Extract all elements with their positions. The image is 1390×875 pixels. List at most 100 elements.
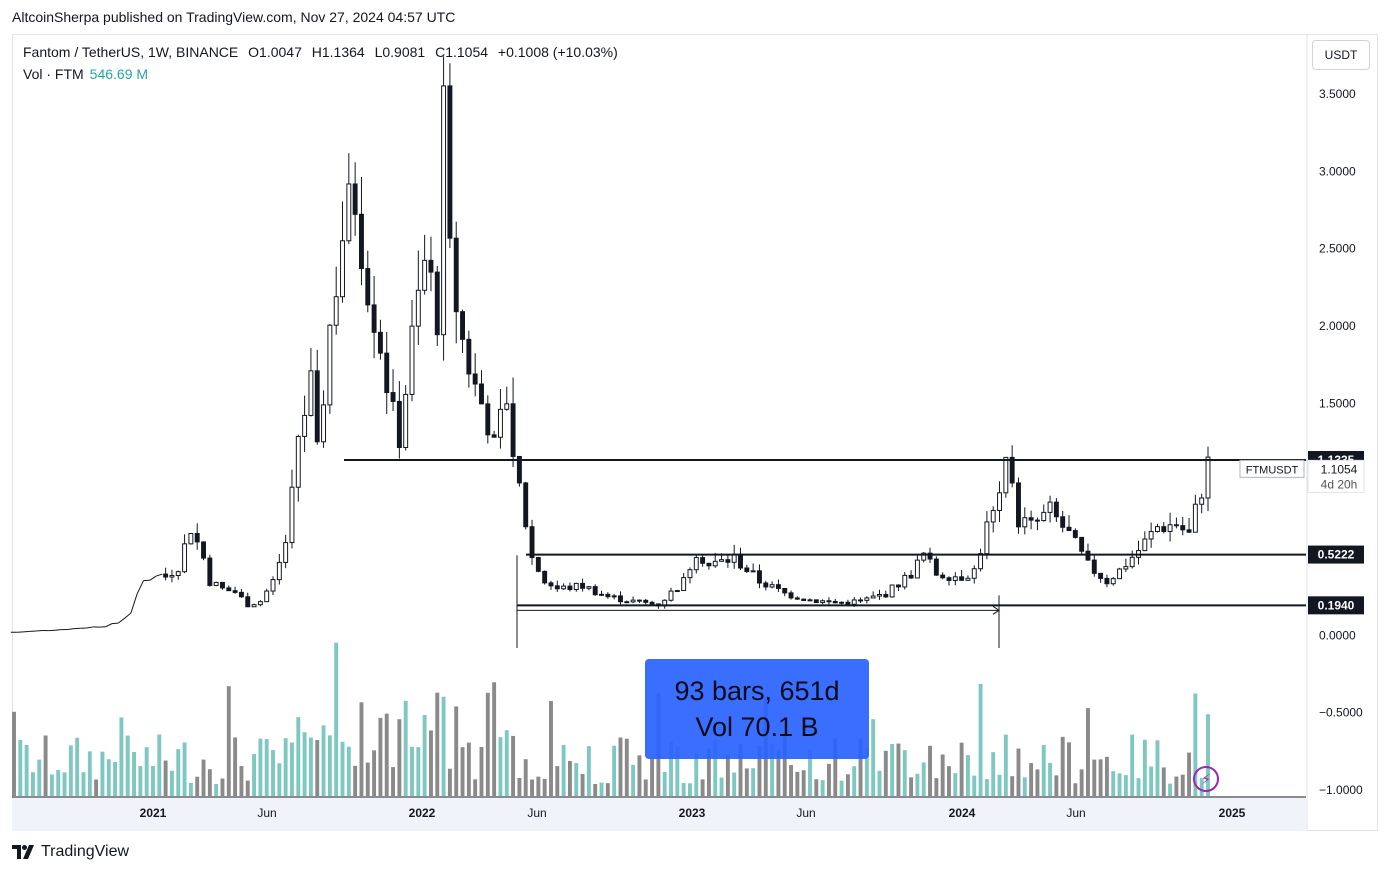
candle-down bbox=[895, 584, 901, 588]
candle-up bbox=[921, 552, 927, 561]
volume-bar bbox=[75, 737, 80, 796]
currency-button[interactable]: USDT bbox=[1312, 40, 1370, 70]
volume-bar bbox=[631, 764, 636, 796]
volume-bar bbox=[928, 745, 932, 796]
volume-bar bbox=[321, 725, 326, 796]
y-tick-label: 2.0000 bbox=[1319, 319, 1356, 333]
candle-up bbox=[1041, 511, 1047, 522]
candle-up bbox=[1142, 538, 1148, 552]
candle-up bbox=[270, 579, 276, 592]
x-tick-label: 2024 bbox=[949, 806, 976, 820]
candle-down bbox=[794, 597, 800, 600]
volume-bar bbox=[921, 762, 926, 796]
candle-up bbox=[175, 571, 181, 576]
candle-up bbox=[1047, 501, 1053, 513]
candle-up bbox=[674, 590, 680, 593]
volume-bar bbox=[169, 770, 174, 796]
volume-bar bbox=[68, 745, 73, 796]
volume-bar bbox=[953, 773, 958, 796]
candle-down bbox=[485, 403, 491, 436]
candle-up bbox=[681, 577, 687, 592]
volume-bar bbox=[94, 779, 99, 796]
volume-bar bbox=[732, 772, 737, 796]
volume-bar bbox=[144, 747, 149, 796]
volume-bar bbox=[18, 740, 23, 796]
volume-bar bbox=[1073, 783, 1078, 796]
volume-bar bbox=[410, 746, 414, 796]
candle-up bbox=[1117, 568, 1123, 580]
candle-up bbox=[997, 492, 1002, 511]
x-tick-label: Jun bbox=[1066, 806, 1085, 820]
volume-bar bbox=[561, 744, 566, 796]
volume-bar bbox=[586, 746, 591, 796]
candle-up bbox=[302, 414, 308, 437]
volume-bar bbox=[43, 735, 48, 796]
volume-bar bbox=[441, 696, 446, 796]
candle-down bbox=[314, 370, 320, 443]
candle-down bbox=[453, 237, 459, 313]
volume-bar bbox=[1092, 759, 1097, 796]
volume-bar bbox=[1111, 771, 1116, 796]
volume-bar bbox=[523, 759, 528, 796]
candle-down bbox=[933, 558, 939, 576]
price-line-segment bbox=[111, 622, 119, 625]
volume-bar bbox=[883, 750, 888, 796]
candle-down bbox=[535, 557, 541, 572]
volume-bar bbox=[978, 683, 983, 796]
volume-bar bbox=[972, 775, 977, 796]
volume-bar bbox=[744, 768, 749, 796]
candle-up bbox=[630, 599, 636, 603]
candle-up bbox=[693, 557, 699, 571]
candle-down bbox=[959, 576, 965, 581]
volume-bar bbox=[378, 717, 383, 796]
volume-bar bbox=[384, 713, 389, 796]
volume-bar bbox=[1104, 756, 1109, 796]
lightning-icon[interactable]: ⚡ bbox=[1193, 766, 1219, 792]
candle-up bbox=[902, 574, 908, 588]
volume-bar bbox=[643, 779, 648, 796]
volume-bar bbox=[681, 783, 686, 796]
volume-bar bbox=[81, 772, 86, 796]
candle-up bbox=[1155, 526, 1160, 533]
change-value: +0.1008 (+10.03%) bbox=[497, 44, 618, 60]
volume-bar bbox=[864, 747, 869, 796]
volume-bar bbox=[1054, 775, 1059, 796]
symbol-label[interactable]: Fantom / TetherUS, 1W, BINANCE bbox=[23, 44, 239, 60]
x-tick-label: Jun bbox=[796, 806, 815, 820]
candle-down bbox=[365, 268, 371, 306]
candle-down bbox=[1072, 530, 1078, 538]
volume-bar bbox=[820, 780, 825, 796]
price-line-segment bbox=[67, 628, 75, 631]
candle-up bbox=[182, 543, 188, 573]
candle-down bbox=[1034, 519, 1040, 522]
volume-label[interactable]: Vol · FTM bbox=[23, 66, 84, 82]
candle-up bbox=[889, 584, 895, 598]
volume-bar bbox=[991, 752, 996, 796]
volume-bar bbox=[12, 711, 16, 796]
candle-up bbox=[573, 582, 579, 590]
volume-bar bbox=[896, 743, 901, 796]
volume-bar bbox=[391, 767, 396, 796]
volume-bar bbox=[201, 759, 206, 796]
candle-down bbox=[1186, 529, 1192, 533]
volume-bar bbox=[511, 735, 516, 796]
candle-down bbox=[491, 434, 497, 438]
volume-bar bbox=[517, 777, 522, 796]
candle-up bbox=[346, 183, 352, 242]
volume-bar bbox=[62, 772, 67, 796]
candle-down bbox=[744, 567, 750, 572]
volume-bar bbox=[1149, 766, 1154, 796]
candle-down bbox=[1180, 525, 1186, 531]
volume-bar bbox=[542, 778, 547, 796]
candle-down bbox=[396, 400, 402, 449]
volume-bar bbox=[163, 760, 168, 796]
volume-value: 546.69 M bbox=[89, 66, 149, 82]
candle-down bbox=[567, 585, 573, 590]
volume-bar bbox=[283, 738, 288, 796]
volume-bar bbox=[757, 745, 762, 796]
candle-down bbox=[390, 392, 396, 402]
candle-down bbox=[1066, 526, 1072, 532]
tradingview-logo[interactable]: TradingView bbox=[12, 843, 129, 861]
volume-bar bbox=[1003, 734, 1008, 796]
